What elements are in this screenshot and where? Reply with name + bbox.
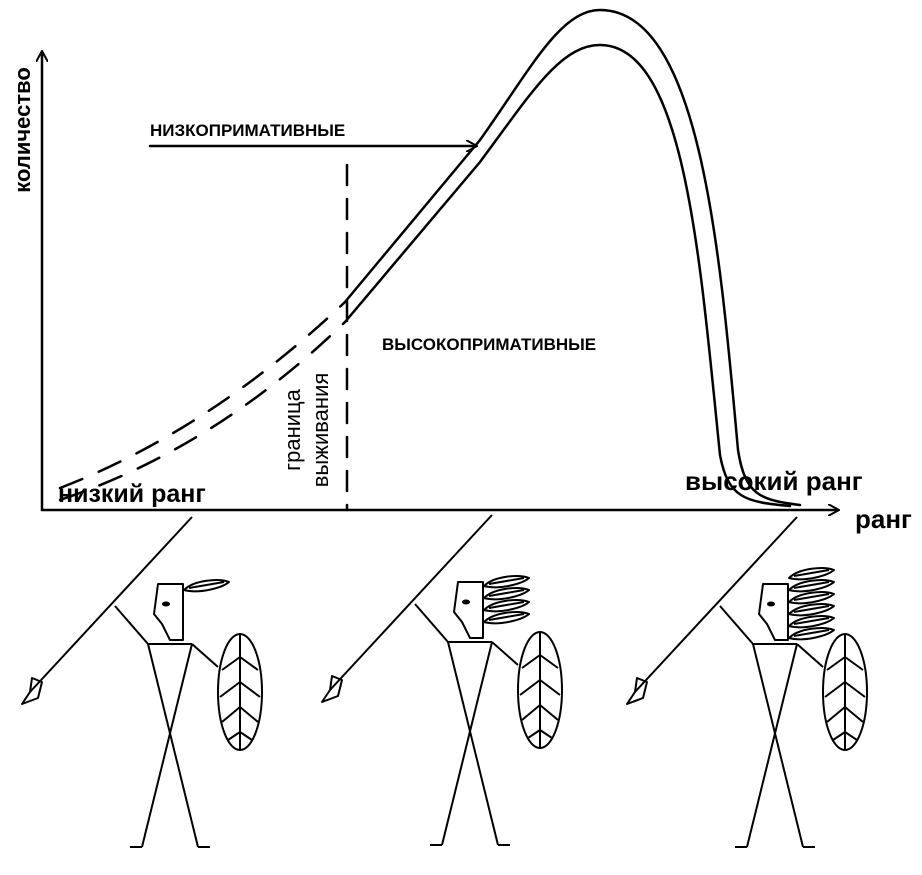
low-rank-label: низкий ранг <box>58 480 206 508</box>
boundary-label: выживания <box>308 373 333 488</box>
curve-inner <box>345 45 790 506</box>
warrior-mid <box>322 515 562 845</box>
body: количество ранг граница выживания НИЗКОП… <box>0 0 922 875</box>
y-axis-label: количество <box>10 67 35 193</box>
region-label: НИЗКОПРИМАТИВНЫЕ <box>150 121 345 140</box>
page: Diagram {"axes": {"y_label": "количество… <box>0 0 922 875</box>
high-rank-label: высокий ранг <box>685 466 863 496</box>
curve-outer <box>345 10 800 505</box>
region-label: ВЫСОКОПРИМАТИВНЫЕ <box>382 335 596 354</box>
warrior-high <box>627 517 867 847</box>
x-axis-label: ранг <box>855 504 912 534</box>
warrior-low <box>22 517 262 847</box>
boundary-label: граница <box>280 388 305 471</box>
diagram: количество ранг граница выживания НИЗКОП… <box>0 0 922 875</box>
